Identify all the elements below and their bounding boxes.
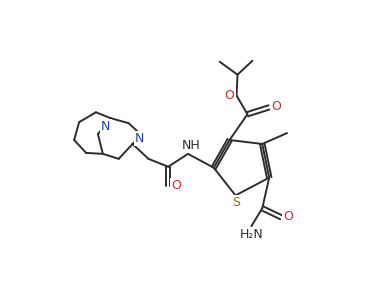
Text: O: O (271, 100, 281, 113)
Text: O: O (225, 89, 234, 102)
Text: H₂N: H₂N (239, 228, 263, 241)
Text: S: S (233, 196, 241, 209)
Text: O: O (283, 210, 293, 223)
Text: O: O (171, 179, 181, 192)
Text: N: N (101, 120, 111, 133)
Text: NH: NH (182, 139, 200, 153)
Text: N: N (135, 132, 144, 144)
